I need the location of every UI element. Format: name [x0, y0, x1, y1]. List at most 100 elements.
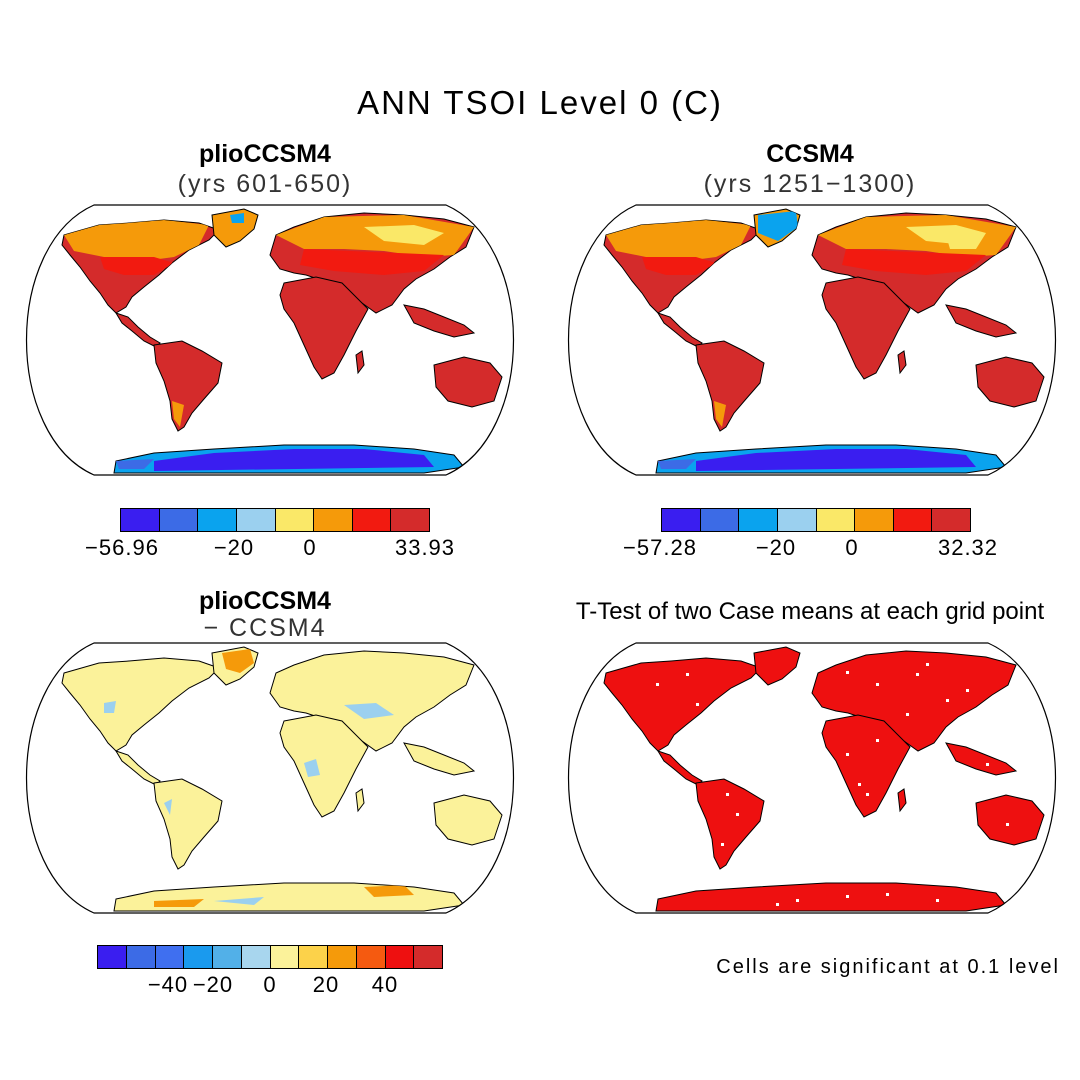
- colorbar-swatch: [390, 509, 429, 531]
- nonsignificant-cell: [926, 663, 929, 666]
- nonsignificant-cell: [916, 673, 919, 676]
- map-frame: [567, 642, 1057, 914]
- colorbar-swatch: [931, 509, 970, 531]
- colorbar-swatch: [413, 946, 442, 968]
- field-zone: [758, 211, 798, 241]
- nonsignificant-cell: [696, 703, 699, 706]
- map-frame: [567, 204, 1057, 476]
- colorbar-swatch: [662, 509, 700, 531]
- significance-note: Cells are significant at 0.1 level: [716, 956, 1060, 978]
- panel3-subtitle: − CCSM4: [203, 614, 327, 642]
- land-group: [603, 646, 1045, 912]
- field-zone: [172, 401, 184, 427]
- landmass-madagascar: [355, 350, 365, 375]
- field-zone: [214, 897, 264, 905]
- land-group: [61, 208, 503, 474]
- map-ccsm4: [567, 204, 1057, 476]
- landmass-australia: [975, 794, 1045, 846]
- field-zone: [842, 249, 986, 275]
- field-zone: [696, 449, 976, 471]
- landmass-madagascar: [897, 350, 907, 375]
- field-zone: [116, 459, 154, 469]
- colorbar-swatch: [154, 946, 184, 968]
- colorbar-swatch: [98, 946, 126, 968]
- landmass-africa: [279, 276, 369, 380]
- panel1-subtitle: (yrs 601-650): [177, 170, 353, 198]
- colorbar-ccsm4: [661, 508, 971, 532]
- panel2-subtitle: (yrs 1251−1300): [703, 170, 917, 198]
- nonsignificant-cell: [686, 673, 689, 676]
- field-zone: [64, 220, 209, 261]
- landmass-seAsia: [403, 742, 476, 776]
- colorbar-swatch: [240, 946, 270, 968]
- colorbar-pliocene-zero-label: 0: [303, 535, 317, 560]
- colorbar-difference-zero-label: 0: [263, 972, 277, 997]
- field-zone: [230, 213, 244, 223]
- colorbar-swatch: [327, 946, 356, 968]
- nonsignificant-cell: [886, 893, 889, 896]
- colorbar-swatch: [183, 946, 212, 968]
- colorbar-difference-label: 40: [371, 972, 399, 997]
- landmass-australia: [975, 356, 1045, 408]
- field-zone: [104, 701, 116, 713]
- colorbar-difference-label: −40: [147, 972, 189, 997]
- landmass-southAmerica: [695, 778, 765, 870]
- nonsignificant-cell: [846, 671, 849, 674]
- nonsignificant-cell: [721, 843, 724, 846]
- colorbar-swatch: [298, 946, 327, 968]
- colorbar-pliocene-max-label: 33.93: [394, 535, 456, 560]
- landmass-madagascar: [355, 788, 365, 813]
- landmass-madagascar: [897, 788, 907, 813]
- panel4-title: T-Test of two Case means at each grid po…: [575, 598, 1045, 625]
- nonsignificant-cell: [986, 763, 989, 766]
- landmass-northAmerica: [603, 657, 762, 752]
- colorbar-swatch: [892, 509, 932, 531]
- field-zone: [344, 703, 394, 719]
- figure-title: ANN TSOI Level 0 (C): [357, 84, 723, 121]
- nonsignificant-cell: [866, 793, 869, 796]
- nonsignificant-cell: [726, 793, 729, 796]
- field-zone: [658, 459, 696, 469]
- colorbar-ccsm4-label: −20: [755, 535, 797, 560]
- field-zone: [276, 215, 474, 257]
- panel2-title: CCSM4: [766, 140, 854, 168]
- nonsignificant-cell: [936, 899, 939, 902]
- landmass-southAmerica: [695, 340, 765, 432]
- colorbar-swatch: [235, 509, 275, 531]
- landmass-australia: [433, 356, 503, 408]
- colorbar-swatch: [158, 509, 198, 531]
- colorbar-ccsm4-min-label: −57.28: [623, 535, 697, 560]
- colorbar-difference: [97, 945, 443, 969]
- field-zone: [164, 799, 172, 815]
- colorbar-swatch: [699, 509, 739, 531]
- colorbar-swatch: [355, 946, 385, 968]
- map-pliocene: [25, 204, 515, 476]
- map-ttest: [567, 642, 1057, 914]
- field-zone: [714, 401, 726, 427]
- landmass-australia: [433, 794, 503, 846]
- nonsignificant-cell: [776, 903, 779, 906]
- field-overlays: [606, 211, 1016, 471]
- nonsignificant-cell: [946, 699, 949, 702]
- colorbar-swatch: [274, 509, 314, 531]
- map-frame: [25, 204, 515, 476]
- map-difference: [25, 642, 515, 914]
- colorbar-swatch: [125, 946, 155, 968]
- field-zone: [100, 257, 174, 275]
- field-zone: [606, 220, 751, 261]
- land-group: [61, 646, 503, 912]
- landmass-greenland: [211, 208, 259, 248]
- colorbar-pliocene-min-label: −56.96: [85, 535, 159, 560]
- field-overlays: [656, 663, 1009, 906]
- colorbar-swatch: [197, 509, 236, 531]
- nonsignificant-cell: [966, 689, 969, 692]
- field-overlays: [104, 649, 414, 907]
- nonsignificant-cell: [736, 813, 739, 816]
- landmass-seAsia: [945, 304, 1018, 338]
- landmass-seAsia: [403, 304, 476, 338]
- colorbar-swatch: [384, 946, 414, 968]
- land-group: [603, 208, 1045, 474]
- nonsignificant-cell: [876, 739, 879, 742]
- nonsignificant-cell: [906, 713, 909, 716]
- field-zone: [222, 649, 254, 673]
